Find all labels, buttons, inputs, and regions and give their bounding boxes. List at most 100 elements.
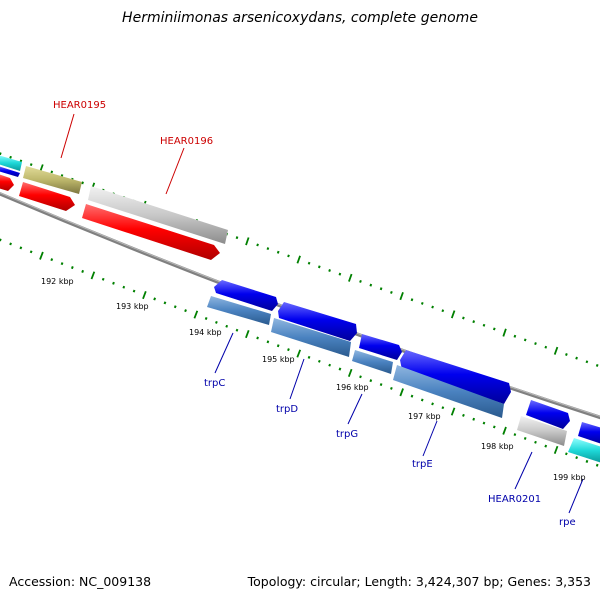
gene-trpC-steel[interactable] <box>207 296 271 325</box>
gene-red-hear0195[interactable] <box>19 182 75 211</box>
leader-hear0201 <box>514 451 533 490</box>
inner-tick-mark <box>462 413 465 417</box>
outer-tick-mark <box>431 305 434 309</box>
gene-red-hear0196[interactable] <box>82 204 220 260</box>
outer-tick-mark <box>296 255 301 264</box>
outer-tick-mark <box>544 345 548 349</box>
gene-red-partial[interactable] <box>0 174 14 191</box>
outer-tick-mark <box>450 310 456 319</box>
gene-trpC-arrow[interactable] <box>214 280 278 311</box>
outer-tick-mark <box>585 360 589 364</box>
inner-tick-mark <box>60 262 64 266</box>
gene-rpe-cyan-partial[interactable] <box>568 438 600 463</box>
outer-tick-mark <box>399 291 404 301</box>
gene-label-hear0195[interactable]: HEAR0195 <box>53 100 106 111</box>
leader-trpD <box>289 358 305 400</box>
inner-tick-mark <box>328 363 332 367</box>
inner-tick-mark <box>173 305 177 309</box>
gene-hear0201-arrow[interactable] <box>526 400 570 429</box>
outer-tick-mark <box>9 155 12 159</box>
inner-tick-mark <box>215 320 218 324</box>
inner-tick-mark <box>81 269 85 273</box>
label-leader-lines <box>60 113 584 514</box>
gene-cyan-partial[interactable] <box>0 155 22 171</box>
gene-trpD-arrow[interactable] <box>278 302 357 341</box>
inner-tick-mark <box>513 433 517 437</box>
backbone-line <box>0 191 600 420</box>
inner-tick-mark <box>553 445 559 455</box>
outer-tick-mark <box>502 328 507 337</box>
inner-tick-mark <box>482 421 486 425</box>
inner-tick-mark <box>50 258 54 262</box>
outer-tick-mark <box>235 236 239 240</box>
inner-tick-mark <box>369 379 373 383</box>
outer-tick-mark <box>29 163 33 167</box>
inner-tick-mark <box>296 349 302 358</box>
inner-tick-mark <box>70 266 74 270</box>
inner-tick-mark <box>101 277 105 281</box>
outer-tick-mark <box>369 283 373 287</box>
accession-text: Accession: NC_009138 <box>9 574 152 589</box>
gene-trpG-arrow[interactable] <box>359 334 402 360</box>
inner-tick-mark <box>585 459 589 463</box>
gene-label-trpE[interactable]: trpE <box>412 459 433 470</box>
gene-rpe-arrow-partial[interactable] <box>578 422 600 444</box>
inner-tick-mark <box>472 417 476 421</box>
gene-trpG-steel[interactable] <box>352 350 393 374</box>
outer-tick-mark <box>390 290 393 294</box>
inner-tick-ring <box>0 238 599 467</box>
outer-tick-mark <box>492 327 496 331</box>
gene-label-trpG[interactable]: trpG <box>336 429 358 440</box>
inner-tick-mark <box>276 344 280 348</box>
leader-hear0196 <box>165 147 185 195</box>
gene-trpE-arrow[interactable] <box>400 350 511 404</box>
inner-tick-mark <box>287 348 290 352</box>
gene-label-trpC[interactable]: trpC <box>204 378 225 389</box>
outer-tick-mark <box>359 279 362 283</box>
gene-blue-partial[interactable] <box>0 166 20 177</box>
inner-tick-mark <box>132 289 136 293</box>
gene-gray-hear0196[interactable] <box>88 186 228 244</box>
outer-tick-mark <box>575 356 578 360</box>
inner-tick-mark <box>399 388 404 397</box>
outer-tick-mark <box>513 334 517 338</box>
inner-tick-mark <box>359 375 362 379</box>
inner-tick-mark <box>338 367 342 371</box>
inner-tick-mark <box>307 355 311 359</box>
inner-tick-mark <box>0 238 2 242</box>
gene-label-rpe[interactable]: rpe <box>559 517 576 528</box>
inner-tick-mark <box>163 301 167 305</box>
leader-trpE <box>422 420 438 457</box>
gene-label-hear0196[interactable]: HEAR0196 <box>160 136 213 147</box>
inner-tick-mark <box>184 309 187 313</box>
gene-label-trpD[interactable]: trpD <box>276 404 298 415</box>
gene-hear0201-gray[interactable] <box>517 416 567 446</box>
gene-label-hear0201[interactable]: HEAR0201 <box>488 494 541 505</box>
inner-tick-mark <box>9 242 12 246</box>
scale-labels: 192 kbp 193 kbp 194 kbp 195 kbp 196 kbp … <box>41 277 586 482</box>
outer-tick-mark <box>482 323 486 327</box>
inner-tick-mark <box>564 452 568 456</box>
outer-tick-mark <box>420 301 424 305</box>
outer-tick-mark <box>462 316 465 320</box>
inner-tick-mark <box>153 297 157 301</box>
inner-tick-mark <box>256 336 259 340</box>
outer-tick-mark <box>348 273 353 282</box>
gene-trpD-steel[interactable] <box>271 318 351 357</box>
gene-labels: HEAR0195 HEAR0196 trpC trpD trpG trpE HE… <box>53 100 576 528</box>
inner-tick-mark <box>235 328 239 332</box>
inner-tick-mark <box>544 444 548 448</box>
scale-label-195: 195 kbp <box>262 355 295 364</box>
genome-summary-text: Topology: circular; Length: 3,424,307 bp… <box>247 574 591 589</box>
gene-olive[interactable] <box>23 166 82 194</box>
inner-tick-mark <box>534 440 537 444</box>
outer-tick-mark <box>534 342 537 346</box>
gene-trpE-steel[interactable] <box>393 365 504 418</box>
outer-tick-mark <box>338 272 342 276</box>
leader-hear0195 <box>60 113 75 159</box>
inner-tick-mark <box>492 425 496 429</box>
inner-tick-mark <box>595 463 599 467</box>
inner-tick-mark <box>450 407 456 416</box>
outer-tick-mark <box>266 247 270 251</box>
